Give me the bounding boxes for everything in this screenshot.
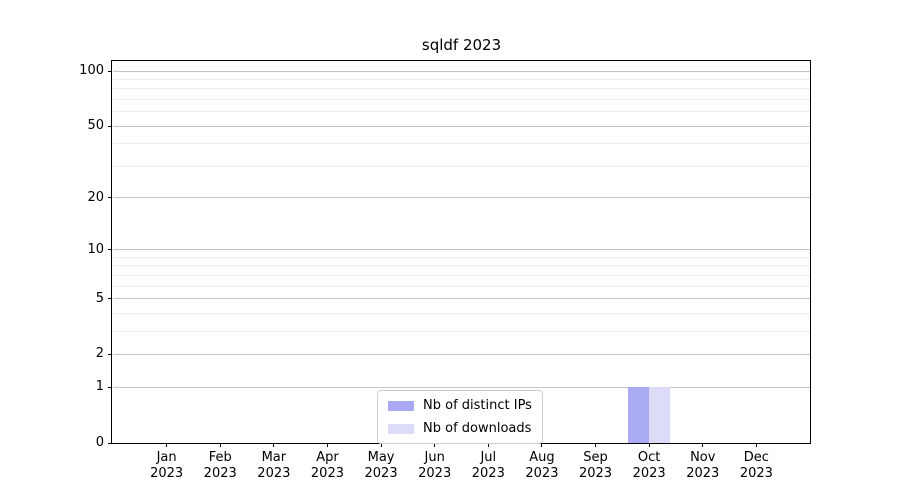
x-tick-label-nov-2023: Nov 2023 <box>686 450 720 481</box>
x-tick-label-jan-2023: Jan 2023 <box>150 450 184 481</box>
gridline-major-1 <box>113 386 810 388</box>
gridline-major-10 <box>113 249 810 251</box>
x-tick-label-feb-2023: Feb 2023 <box>203 450 237 481</box>
x-tick-sep-2023 <box>595 443 597 447</box>
x-tick-feb-2023 <box>219 443 221 447</box>
gridline-major-20 <box>113 197 810 199</box>
gridline-minor-70 <box>113 98 810 100</box>
x-tick-label-jun-2023: Jun 2023 <box>418 450 452 481</box>
y-tick-20 <box>108 197 112 199</box>
x-tick-label-jul-2023: Jul 2023 <box>471 450 505 481</box>
y-tick-label-50: 50 <box>87 118 104 134</box>
legend: Nb of distinct IPs Nb of downloads <box>377 390 543 444</box>
y-tick-label-0: 0 <box>95 435 104 450</box>
gridline-minor-9 <box>113 256 810 258</box>
y-tick-0 <box>108 442 112 444</box>
gridline-major-2 <box>113 353 810 355</box>
gridline-minor-30 <box>113 165 810 167</box>
y-tick-1 <box>108 386 112 388</box>
x-tick-dec-2023 <box>755 443 757 447</box>
gridline-minor-60 <box>113 111 810 113</box>
y-tick-label-1: 1 <box>95 379 104 395</box>
y-tick-label-10: 10 <box>87 241 104 257</box>
y-tick-2 <box>108 353 112 355</box>
gridline-major-50 <box>113 125 810 127</box>
x-tick-label-may-2023: May 2023 <box>364 450 398 481</box>
y-tick-label-2: 2 <box>95 346 104 362</box>
plot-area: Nb of distinct IPs Nb of downloads <box>113 62 810 444</box>
gridline-minor-90 <box>113 78 810 80</box>
gridline-major-100 <box>113 70 810 72</box>
y-tick-100 <box>108 70 112 72</box>
gridline-minor-6 <box>113 285 810 287</box>
x-tick-jul-2023 <box>487 443 489 447</box>
x-tick-jan-2023 <box>166 443 168 447</box>
gridline-minor-40 <box>113 143 810 145</box>
x-tick-nov-2023 <box>702 443 704 447</box>
legend-swatch-distinct-ips-icon <box>388 400 414 411</box>
x-tick-aug-2023 <box>541 443 543 447</box>
x-tick-oct-2023 <box>648 443 650 447</box>
bar-nb-of-distinct-ips-oct-2023 <box>628 387 650 443</box>
chart-title: sqldf 2023 <box>421 36 502 54</box>
gridline-minor-3 <box>113 330 810 332</box>
gridline-minor-80 <box>113 88 810 90</box>
gridline-minor-4 <box>113 312 810 314</box>
bar-nb-of-downloads-oct-2023 <box>649 387 671 443</box>
legend-label-distinct-ips: Nb of distinct IPs <box>423 398 532 413</box>
x-tick-label-aug-2023: Aug 2023 <box>525 450 559 481</box>
x-tick-label-sep-2023: Sep 2023 <box>578 450 613 481</box>
x-tick-mar-2023 <box>273 443 275 447</box>
legend-entry-downloads: Nb of downloads <box>388 420 532 437</box>
legend-entry-distinct-ips: Nb of distinct IPs <box>388 397 532 414</box>
y-tick-label-100: 100 <box>79 63 104 78</box>
x-tick-label-mar-2023: Mar 2023 <box>257 450 291 481</box>
gridline-major-5 <box>113 298 810 300</box>
y-tick-label-5: 5 <box>95 290 104 306</box>
x-tick-label-dec-2023: Dec 2023 <box>739 450 773 481</box>
x-tick-apr-2023 <box>326 443 328 447</box>
x-tick-jun-2023 <box>434 443 436 447</box>
y-tick-5 <box>108 298 112 300</box>
x-tick-label-apr-2023: Apr 2023 <box>310 450 344 481</box>
legend-swatch-downloads-icon <box>388 423 414 434</box>
y-tick-10 <box>108 249 112 251</box>
gridline-minor-7 <box>113 274 810 276</box>
x-tick-may-2023 <box>380 443 382 447</box>
legend-label-downloads: Nb of downloads <box>423 421 532 436</box>
x-tick-label-oct-2023: Oct 2023 <box>632 450 666 481</box>
y-tick-50 <box>108 125 112 127</box>
y-tick-label-20: 20 <box>87 189 104 205</box>
gridline-minor-8 <box>113 265 810 267</box>
